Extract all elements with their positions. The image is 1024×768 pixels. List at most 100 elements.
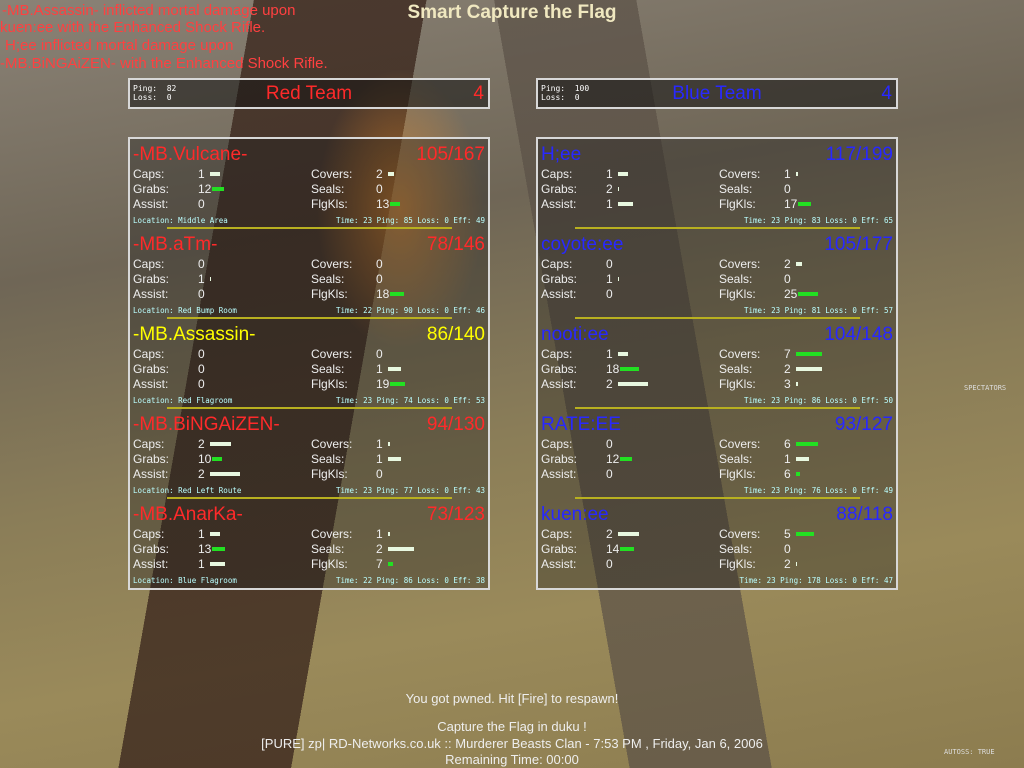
eff-value: 57 bbox=[883, 306, 893, 315]
stat-bar bbox=[618, 172, 628, 176]
player-stats-footer: Time: 23 Ping: 81 Loss: 0 Eff: 57 bbox=[744, 306, 893, 315]
player-entry: kuen:ee 88/118 Caps: 2 Grabs: 14 Assist: 0 Cover… bbox=[538, 499, 896, 589]
loss-label: Loss: bbox=[825, 396, 848, 405]
stat-caps: Caps: 2 bbox=[133, 437, 303, 452]
stat-bar bbox=[388, 562, 393, 566]
stat-flgkls: FlgKls: 2 bbox=[719, 557, 889, 572]
eff-value: 49 bbox=[475, 216, 485, 225]
stat-bar bbox=[796, 262, 802, 266]
location-label: Location: bbox=[133, 306, 174, 315]
player-name: RATE:EE bbox=[541, 414, 621, 435]
stat-bar bbox=[210, 562, 225, 566]
player-stats-footer: Time: 23 Ping: 85 Loss: 0 Eff: 49 bbox=[336, 216, 485, 225]
ping-value: 90 bbox=[403, 306, 413, 315]
stat-value: 1 bbox=[198, 527, 205, 541]
stat-bar bbox=[796, 172, 798, 176]
eff-label: Eff: bbox=[861, 216, 880, 225]
stat-label: Covers: bbox=[719, 167, 761, 181]
stat-value: 0 bbox=[606, 257, 613, 271]
stat-value: 14 bbox=[606, 542, 620, 556]
ping-label: Ping: bbox=[376, 396, 400, 405]
stat-covers: Covers: 1 bbox=[311, 527, 481, 542]
time-label: Time: bbox=[743, 396, 767, 405]
player-name: nooti:ee bbox=[541, 324, 609, 345]
loss-value: 0 bbox=[444, 216, 449, 225]
blue-team-header: Ping: 100 Loss: 0 Blue Team 4 bbox=[536, 78, 898, 109]
player-stats-footer: Time: 23 Ping: 178 Loss: 0 Eff: 47 bbox=[739, 576, 893, 585]
stat-value: 2 bbox=[784, 557, 791, 571]
player-divider bbox=[575, 407, 860, 409]
stat-bar bbox=[618, 532, 639, 536]
time-label: Time: bbox=[743, 486, 767, 495]
player-score: 88/118 bbox=[836, 504, 893, 525]
stat-value: 1 bbox=[376, 362, 383, 376]
stat-seals: Seals: 0 bbox=[719, 182, 889, 197]
loss-value: 0 bbox=[852, 576, 857, 585]
stat-covers: Covers: 2 bbox=[719, 257, 889, 272]
respawn-message: You got pwned. Hit [Fire] to respawn! bbox=[405, 691, 619, 706]
player-entry: -MB.aTm- 78/146 Caps: 0 Grabs: 1 Assist: 0 Cover… bbox=[130, 229, 488, 319]
stat-value: 0 bbox=[784, 542, 791, 556]
player-entry: -MB.AnarKa- 73/123 Caps: 1 Grabs: 13 Assist: 1 C… bbox=[130, 499, 488, 589]
stat-label: Assist: bbox=[541, 557, 577, 571]
stat-bar bbox=[390, 382, 405, 386]
stat-value: 1 bbox=[606, 167, 613, 181]
stat-flgkls: FlgKls: 17 bbox=[719, 197, 889, 212]
stat-bar bbox=[796, 352, 822, 356]
stat-bar bbox=[796, 382, 798, 386]
stat-assist: Assist: 0 bbox=[133, 197, 303, 212]
ping-label: Ping: bbox=[376, 576, 400, 585]
stat-label: Seals: bbox=[311, 272, 345, 286]
stat-label: Covers: bbox=[311, 167, 353, 181]
stat-label: Covers: bbox=[311, 527, 353, 541]
blue-team-scoreboard: H;ee 117/199 Caps: 1 Grabs: 2 Assist: 1 Covers: 1… bbox=[536, 137, 898, 590]
stat-flgkls: FlgKls: 0 bbox=[311, 467, 481, 482]
stat-covers: Covers: 5 bbox=[719, 527, 889, 542]
loss-value: 0 bbox=[852, 486, 857, 495]
player-stats-footer: Time: 23 Ping: 77 Loss: 0 Eff: 43 bbox=[336, 486, 485, 495]
loss-value: 0 bbox=[444, 396, 449, 405]
stat-bar bbox=[388, 547, 414, 551]
stat-grabs: Grabs: 10 bbox=[133, 452, 303, 467]
player-divider bbox=[575, 317, 860, 319]
stat-bar bbox=[620, 547, 634, 551]
stat-grabs: Grabs: 2 bbox=[541, 182, 711, 197]
ping-value: 77 bbox=[403, 486, 413, 495]
stat-grabs: Grabs: 12 bbox=[541, 452, 711, 467]
time-value: 23 bbox=[771, 306, 781, 315]
stat-value: 0 bbox=[198, 287, 205, 301]
stat-label: Caps: bbox=[541, 437, 573, 451]
player-stats-footer: Time: 22 Ping: 90 Loss: 0 Eff: 46 bbox=[336, 306, 485, 315]
stat-bar bbox=[210, 277, 211, 281]
stat-value: 12 bbox=[606, 452, 620, 466]
team-ping: 82 bbox=[166, 84, 177, 93]
stat-caps: Caps: 1 bbox=[133, 527, 303, 542]
stat-value: 2 bbox=[606, 377, 613, 391]
player-score: 94/130 bbox=[426, 414, 485, 435]
stat-value: 0 bbox=[376, 467, 383, 481]
time-value: 23 bbox=[771, 396, 781, 405]
stat-bar bbox=[796, 532, 814, 536]
ping-value: 86 bbox=[811, 396, 821, 405]
stat-label: Caps: bbox=[541, 347, 573, 361]
eff-label: Eff: bbox=[453, 396, 472, 405]
stat-label: FlgKls: bbox=[719, 377, 756, 391]
loss-value: 0 bbox=[444, 576, 449, 585]
stat-value: 13 bbox=[198, 542, 212, 556]
stat-value: 7 bbox=[376, 557, 383, 571]
stat-value: 2 bbox=[784, 257, 791, 271]
stat-value: 0 bbox=[376, 257, 383, 271]
stat-value: 0 bbox=[606, 557, 613, 571]
stat-label: Seals: bbox=[311, 542, 345, 556]
loss-label: Loss: bbox=[417, 306, 440, 315]
ping-label: Ping: bbox=[541, 84, 566, 93]
time-label: Time: bbox=[335, 396, 359, 405]
player-score: 105/177 bbox=[824, 234, 893, 255]
ping-label: Ping: bbox=[133, 84, 158, 93]
stat-label: Seals: bbox=[719, 542, 753, 556]
stat-label: Grabs: bbox=[133, 182, 170, 196]
loss-label: Loss: bbox=[417, 576, 440, 585]
loss-label: Loss: bbox=[133, 93, 158, 102]
stat-bar bbox=[212, 457, 222, 461]
autoss-status: AUTOSS: TRUE bbox=[944, 748, 995, 756]
